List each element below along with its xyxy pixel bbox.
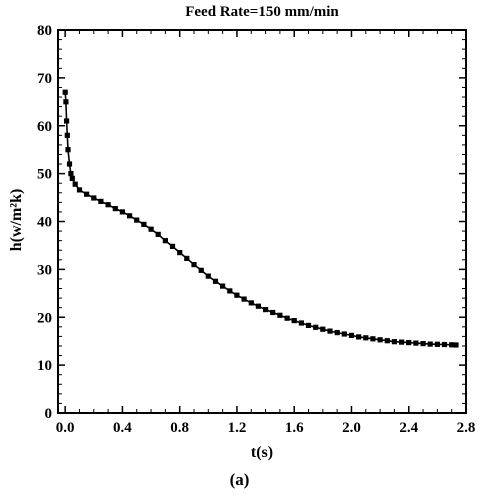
- data-point-marker: [62, 89, 68, 95]
- chart-title: Feed Rate=150 mm/min: [185, 4, 339, 20]
- y-tick-label: 30: [37, 262, 52, 278]
- data-point-marker: [91, 195, 97, 201]
- data-point-marker: [105, 202, 111, 208]
- data-point-marker: [370, 336, 376, 342]
- data-point-marker: [270, 309, 276, 316]
- data-point-marker: [334, 330, 340, 336]
- data-point-marker: [284, 315, 290, 321]
- x-tick-label: 0.8: [170, 420, 189, 436]
- data-point-marker: [141, 221, 147, 227]
- data-point-marker: [377, 337, 383, 343]
- data-point-marker: [98, 198, 104, 204]
- y-tick-label: 20: [37, 310, 52, 326]
- data-point-marker: [413, 340, 419, 346]
- x-tick-label: 0.0: [56, 420, 75, 436]
- data-point-marker: [420, 341, 426, 347]
- data-point-marker: [66, 161, 73, 167]
- x-tick-label: 2.0: [342, 420, 361, 436]
- data-point-marker: [399, 339, 405, 345]
- data-point-marker: [112, 206, 118, 212]
- data-point-marker: [449, 342, 455, 348]
- data-point-marker: [263, 307, 269, 313]
- axis-ticks: 0.0 0.4 0.8 1.2 1.6 2.0 2.4 2.8 0 10 20 30 40 50 60 70 8…: [37, 23, 475, 436]
- y-tick-label: 60: [37, 119, 52, 135]
- x-tick-label: 2.4: [399, 420, 418, 436]
- data-point-marker: [298, 320, 304, 326]
- data-point-marker: [84, 191, 90, 197]
- x-tick-label: 0.4: [113, 420, 132, 436]
- data-point-marker: [177, 250, 183, 256]
- x-axis-label: t(s): [251, 444, 273, 461]
- data-point-marker: [127, 213, 133, 219]
- data-point-marker: [241, 296, 247, 302]
- data-point-marker: [384, 338, 390, 344]
- y-tick-label: 70: [37, 71, 52, 87]
- data-point-marker: [348, 332, 355, 338]
- data-point-marker: [65, 147, 71, 153]
- data-point-marker: [76, 187, 83, 193]
- data-point-marker: [255, 303, 261, 309]
- data-point-marker: [327, 328, 333, 334]
- data-point-marker: [205, 273, 211, 279]
- data-point-marker: [391, 339, 397, 345]
- series-layer: [62, 89, 459, 348]
- data-point-marker: [119, 209, 125, 215]
- data-point-marker: [453, 342, 459, 348]
- data-point-marker: [72, 181, 78, 187]
- y-tick-label: 50: [37, 167, 52, 183]
- data-point-marker: [68, 171, 74, 177]
- figure-caption: (a): [229, 470, 250, 489]
- data-point-marker: [220, 283, 226, 289]
- data-point-marker: [184, 255, 190, 261]
- data-point-marker: [169, 243, 176, 249]
- data-point-marker: [64, 132, 70, 138]
- data-point-marker: [69, 175, 75, 181]
- data-point-marker: [198, 267, 204, 273]
- data-point-marker: [227, 288, 233, 294]
- y-tick-label: 40: [37, 215, 52, 231]
- data-point-marker: [305, 322, 312, 328]
- data-point-marker: [356, 334, 362, 340]
- y-axis-label: h(w/m²k): [8, 189, 25, 252]
- data-point-marker: [277, 312, 283, 318]
- data-point-marker: [162, 238, 168, 244]
- data-point-marker: [441, 341, 448, 348]
- x-tick-label: 1.2: [228, 420, 247, 436]
- data-point-marker: [434, 341, 440, 347]
- data-point-marker: [291, 318, 297, 324]
- data-point-marker: [406, 340, 412, 346]
- y-tick-label: 80: [37, 23, 52, 39]
- data-point-marker: [341, 331, 347, 337]
- data-point-marker: [148, 226, 154, 232]
- x-tick-label: 2.8: [457, 420, 476, 436]
- data-point-marker: [248, 300, 254, 306]
- data-point-marker: [64, 118, 70, 124]
- y-tick-label: 0: [45, 406, 53, 422]
- data-point-marker: [363, 335, 369, 341]
- data-point-marker: [234, 292, 240, 298]
- data-point-marker: [134, 217, 140, 223]
- data-point-marker: [191, 262, 197, 268]
- data-point-marker: [63, 99, 69, 105]
- data-point-marker: [313, 324, 319, 330]
- data-point-marker: [320, 326, 326, 332]
- x-tick-label: 1.6: [285, 420, 304, 436]
- plot-frame: [57, 29, 467, 414]
- data-point-marker: [212, 278, 219, 284]
- y-tick-label: 10: [37, 358, 52, 374]
- data-point-marker: [427, 341, 433, 347]
- data-point-marker: [155, 231, 161, 237]
